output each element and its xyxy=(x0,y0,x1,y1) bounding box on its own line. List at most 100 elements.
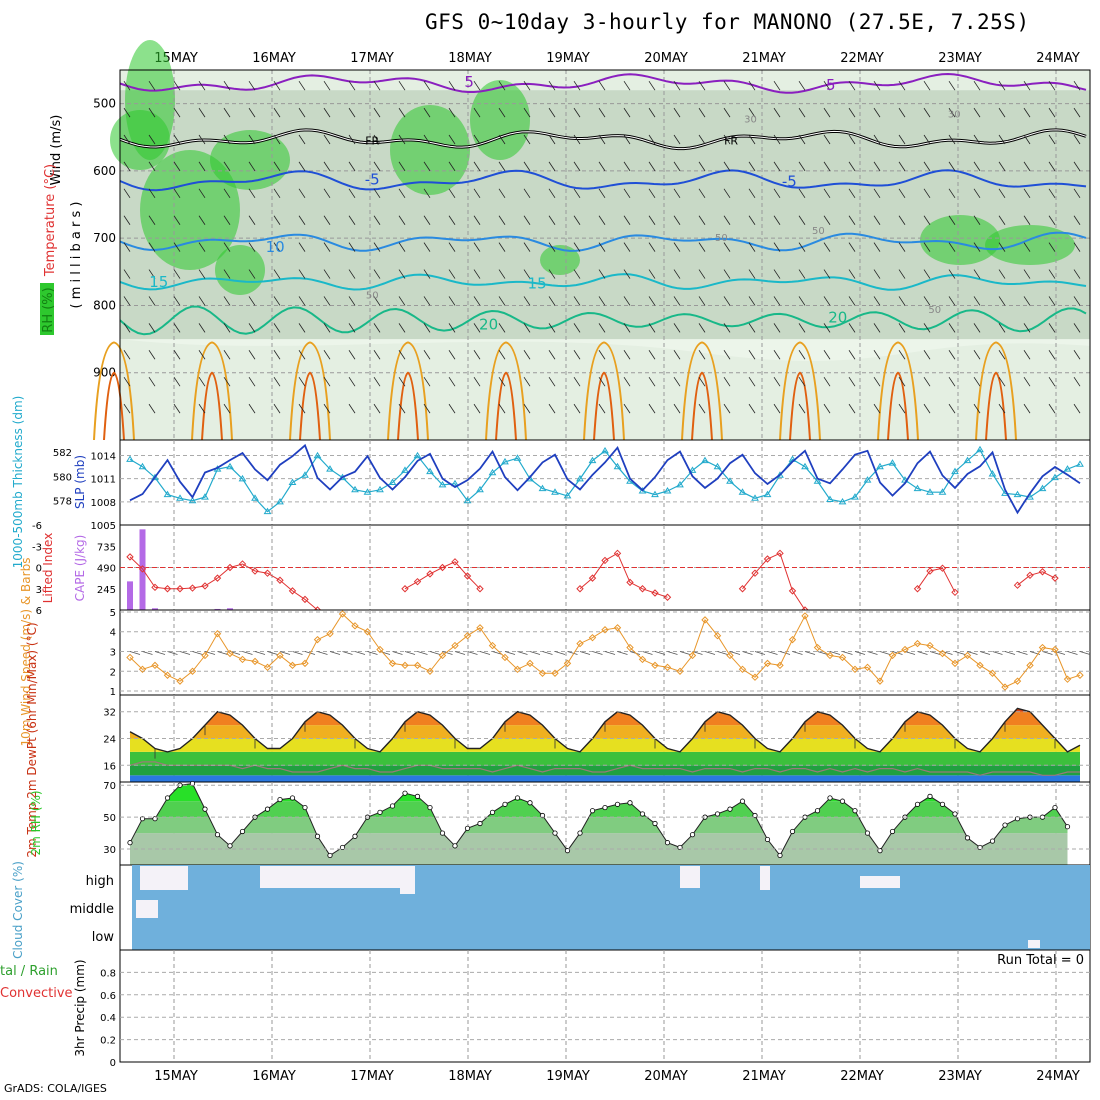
wind-barb xyxy=(223,107,231,118)
wind-barb xyxy=(298,80,306,91)
wind-barb xyxy=(898,350,906,360)
wind-barb xyxy=(1073,323,1081,333)
wind-barb xyxy=(723,107,731,118)
wind10-line-marker xyxy=(476,624,484,632)
wind-barb xyxy=(398,134,406,145)
wind-barb xyxy=(123,80,131,91)
wind-barb xyxy=(898,134,906,145)
wind10-line-marker xyxy=(426,667,434,675)
rh2m-line-marker xyxy=(614,801,621,807)
cape-tick-label: 490 xyxy=(97,564,116,575)
rh2m-line-marker xyxy=(577,830,583,836)
thickness-line-marker xyxy=(438,480,447,488)
lifted-index-line-marker xyxy=(401,585,409,593)
wind10-barb xyxy=(667,651,678,655)
thickness-line-marker xyxy=(1076,460,1084,467)
wind10-line-marker xyxy=(213,630,222,638)
wind-barb xyxy=(998,134,1006,145)
wind-barb xyxy=(923,107,931,118)
rh2m-line-marker xyxy=(402,790,408,796)
wind10-line-marker xyxy=(313,635,322,644)
wind-barb xyxy=(698,134,706,145)
wind10-barb xyxy=(1067,651,1078,655)
rh-moist-area xyxy=(390,105,470,195)
wind-barb xyxy=(1048,296,1056,306)
wind-barb xyxy=(748,403,756,414)
wind-barb xyxy=(348,323,356,333)
wind-barb xyxy=(648,269,656,279)
thickness-line-marker xyxy=(163,490,172,498)
wind-barb xyxy=(273,134,281,145)
wind-barb xyxy=(698,107,706,118)
cape-bar xyxy=(152,608,158,610)
rh2m-line-marker xyxy=(339,844,346,851)
rh2m-line-marker xyxy=(764,836,771,843)
wind-barb xyxy=(173,376,181,387)
wind10-barb xyxy=(479,651,491,655)
wind-barb xyxy=(448,107,456,118)
wind-barb xyxy=(798,296,806,306)
lifted-index-line-marker xyxy=(926,567,934,575)
wind10-barb xyxy=(767,651,778,655)
lifted-index-line-marker xyxy=(788,587,797,595)
date-label-top: 19MAY xyxy=(546,51,590,66)
thickness-line-marker xyxy=(763,490,772,498)
thickness-line-marker xyxy=(926,488,934,495)
wind-barb xyxy=(748,134,756,145)
wind-barb xyxy=(373,188,381,199)
wind-barb xyxy=(898,188,906,199)
lifted-index-line-marker xyxy=(451,558,459,566)
wind-barb xyxy=(748,296,756,306)
rh-moist-area xyxy=(985,225,1075,265)
wind10-line-marker xyxy=(1063,675,1072,683)
wind-barb xyxy=(648,188,656,199)
wind-barb xyxy=(598,215,606,225)
wind-barb xyxy=(973,134,981,145)
wind-barb xyxy=(673,134,681,145)
wind-barb xyxy=(323,269,331,279)
wind10-line-marker xyxy=(226,649,234,658)
lifted-index-line-marker xyxy=(738,585,747,593)
thickness-line xyxy=(129,448,1081,513)
lifted-index-line-marker xyxy=(588,574,597,582)
wind-barb xyxy=(198,107,206,118)
wind-barb xyxy=(148,323,156,333)
pressure-tick-label: 800 xyxy=(93,298,116,312)
wind10-line-marker xyxy=(151,661,159,670)
wind-barb xyxy=(623,188,631,199)
wind-barb xyxy=(273,269,281,279)
wind-barb xyxy=(248,403,256,414)
rh2m-line-marker xyxy=(864,830,871,836)
wind-barb xyxy=(773,161,781,172)
contour-label: -5 xyxy=(821,76,836,94)
wind-barb xyxy=(898,269,906,279)
wind-barb xyxy=(898,161,906,172)
wind10-barb xyxy=(467,651,478,655)
wind-barb xyxy=(473,296,481,306)
thickness-tick-label: 578 xyxy=(53,497,72,508)
wind-barb xyxy=(298,107,306,118)
wind10-line-marker xyxy=(1076,671,1084,679)
wind-barb xyxy=(523,80,531,91)
wind-barb xyxy=(298,323,306,333)
rh2m-line-marker xyxy=(714,811,721,817)
wind-barb xyxy=(448,403,456,414)
date-label-bottom: 19MAY xyxy=(546,1069,590,1084)
rh-moist-area xyxy=(920,215,1000,265)
date-label-bottom: 20MAY xyxy=(644,1069,688,1084)
wind-barb xyxy=(1073,134,1081,145)
wind-barb xyxy=(873,80,881,91)
wind-barb xyxy=(173,107,181,118)
wind-barb xyxy=(123,188,131,199)
wind-barb xyxy=(548,242,556,252)
rh2m-line-marker xyxy=(827,795,833,801)
wind-barb xyxy=(548,269,556,279)
rh-color-band xyxy=(130,817,1068,834)
wind-barb xyxy=(648,80,656,91)
isotherm-25 xyxy=(975,341,1017,441)
wind10-line-marker xyxy=(1013,677,1022,685)
rh-legend-swatch xyxy=(40,283,54,335)
thickness-line-marker xyxy=(326,465,334,472)
wind-barb xyxy=(273,80,281,91)
wind-barb xyxy=(398,403,406,414)
